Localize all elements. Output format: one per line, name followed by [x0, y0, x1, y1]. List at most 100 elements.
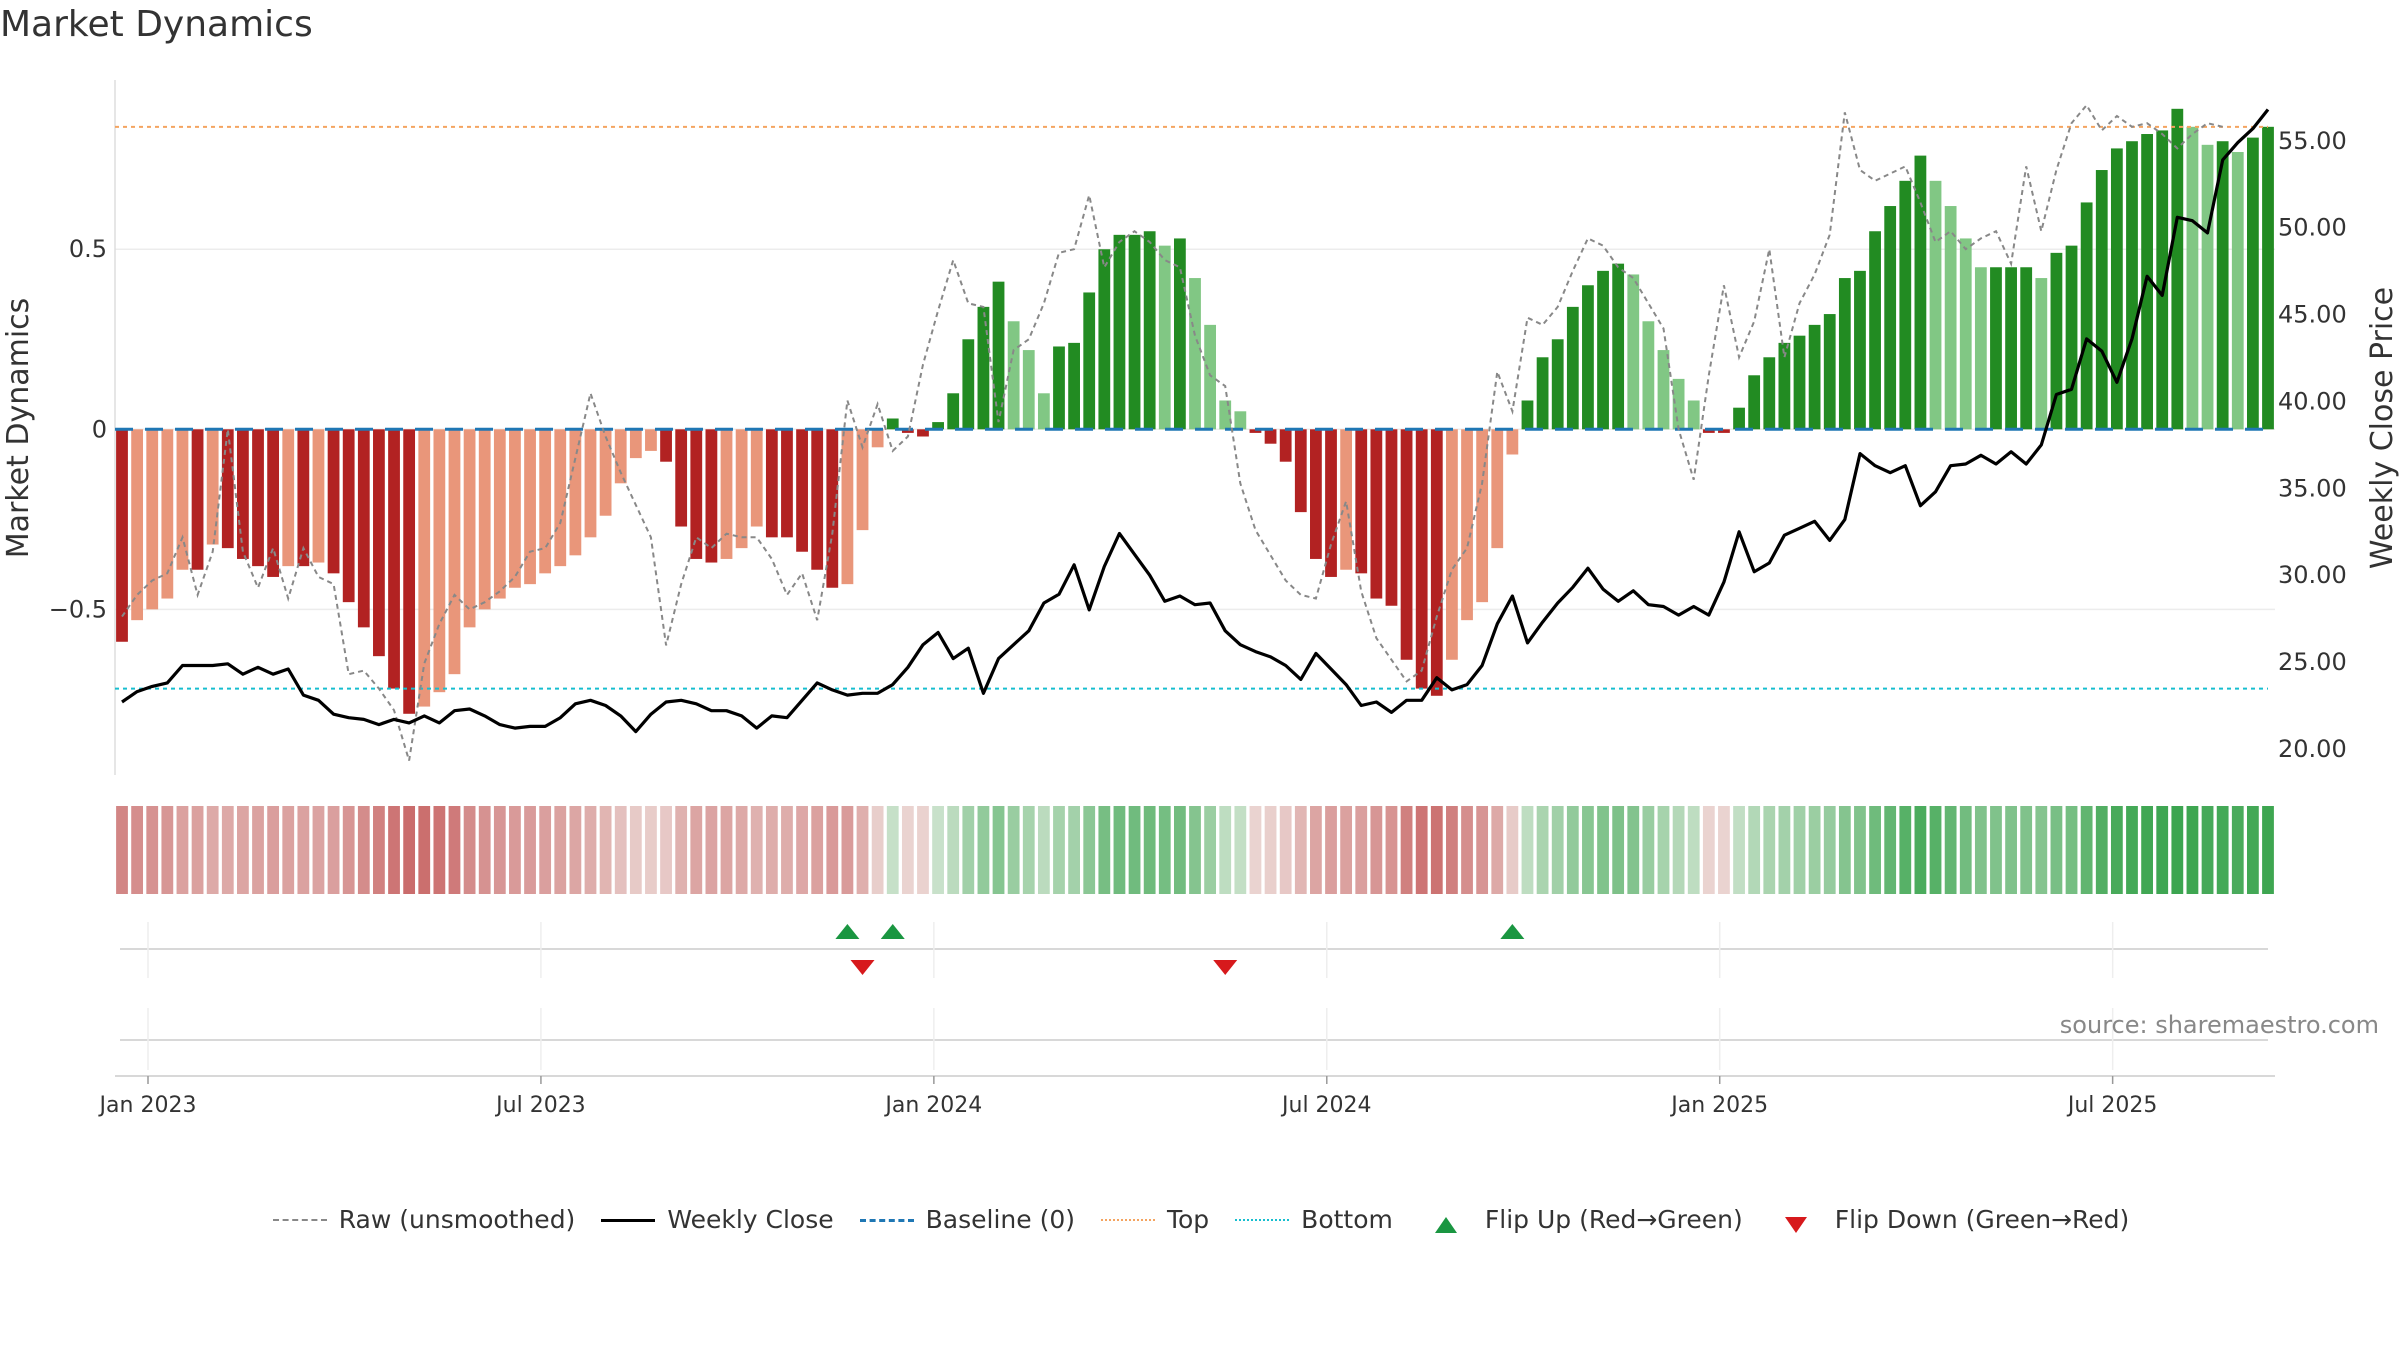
regime-cell	[1642, 806, 1655, 894]
regime-cell	[2035, 806, 2048, 894]
md-bar	[614, 429, 627, 484]
lines-layer	[115, 103, 2270, 761]
regime-cell	[2246, 806, 2259, 894]
regime-cell	[856, 806, 869, 894]
md-bar	[1173, 238, 1186, 430]
md-bar	[1793, 335, 1806, 430]
md-bar	[765, 429, 778, 538]
md-bar	[720, 429, 733, 559]
regime-cell	[947, 806, 960, 894]
regime-cell	[1446, 806, 1458, 894]
regime-cell	[1884, 806, 1897, 894]
md-bar	[478, 429, 491, 610]
regime-cell	[1068, 806, 1080, 894]
regime-strip	[116, 806, 2274, 894]
date-tick-label: Jan 2024	[883, 1093, 982, 1118]
legend-item-close: Weekly Close	[599, 1205, 834, 1234]
md-bar	[932, 422, 944, 430]
regime-cell	[1959, 806, 1972, 894]
md-bar	[1929, 180, 1942, 430]
right-tick-label: 50.00	[2278, 214, 2347, 242]
legend-swatch	[858, 1210, 916, 1230]
md-bar	[1899, 180, 1912, 430]
regime-cell	[1536, 806, 1549, 894]
md-bar	[660, 429, 672, 462]
legend-item-raw: Raw (unsmoothed)	[271, 1205, 575, 1234]
regime-cell	[1823, 806, 1836, 894]
md-bar	[2050, 252, 2063, 430]
regime-cell	[1128, 806, 1141, 894]
regime-cell	[841, 806, 854, 894]
md-bar	[2095, 170, 2108, 430]
regime-cell	[2080, 806, 2093, 894]
regime-cell	[1053, 806, 1065, 894]
md-bar	[841, 429, 854, 585]
regime-cell	[433, 806, 446, 894]
regime-cell	[1718, 806, 1730, 894]
regime-cell	[131, 806, 144, 894]
regime-cell	[297, 806, 310, 894]
md-bar	[645, 429, 657, 451]
date-axis: Jan 2023 Jul 2023 Jan 2024 Jul 2024 Jan 2025…	[98, 922, 2275, 1118]
regime-cell	[161, 806, 174, 894]
chart-title: Market Dynamics	[0, 4, 313, 45]
md-bar	[1642, 321, 1655, 430]
md-bar	[388, 429, 400, 689]
md-bar	[1189, 278, 1201, 430]
md-bar	[2246, 137, 2259, 430]
md-bar	[1340, 429, 1353, 570]
md-bar	[357, 429, 370, 628]
md-bar	[1763, 357, 1776, 430]
md-bar	[191, 429, 204, 570]
regime-cell	[1838, 806, 1851, 894]
md-bar	[403, 429, 416, 714]
regime-cell	[645, 806, 657, 894]
md-bar	[1158, 245, 1171, 430]
legend-item-baseline: Baseline (0)	[858, 1205, 1075, 1234]
md-bar	[2020, 267, 2033, 430]
regime-cell	[2171, 806, 2184, 894]
md-bar	[1476, 429, 1489, 603]
regime-cell	[206, 806, 219, 894]
right-tick-label: 30.00	[2278, 561, 2347, 589]
regime-cell	[509, 806, 521, 894]
regime-cell	[2156, 806, 2169, 894]
regime-cell	[1113, 806, 1126, 894]
regime-cell	[1944, 806, 1957, 894]
legend-label: Baseline (0)	[925, 1205, 1075, 1234]
date-tick-label: Jul 2023	[494, 1093, 586, 1118]
regime-cell	[1083, 806, 1096, 894]
md-bar	[977, 306, 990, 430]
regime-cell	[977, 806, 990, 894]
regime-cell	[781, 806, 793, 894]
regime-cell	[1204, 806, 1217, 894]
md-bar	[267, 429, 280, 577]
md-bar	[1264, 429, 1277, 444]
regime-cell	[191, 806, 204, 894]
md-bar	[1521, 400, 1534, 430]
regime-cell	[1400, 806, 1413, 894]
md-bar	[2186, 126, 2199, 430]
md-bar	[1506, 429, 1519, 455]
regime-cell	[1506, 806, 1519, 894]
regime-cell	[1461, 806, 1473, 894]
md-bar	[2080, 202, 2093, 430]
md-bar	[2171, 108, 2184, 430]
regime-cell	[1310, 806, 1322, 894]
md-bar	[131, 429, 144, 621]
regime-cell	[1476, 806, 1489, 894]
regime-cell	[796, 806, 808, 894]
regime-cell	[1264, 806, 1277, 894]
regime-cell	[388, 806, 400, 894]
md-bar	[297, 429, 310, 567]
regime-cell	[1340, 806, 1353, 894]
md-bar	[282, 429, 295, 567]
md-bar	[1113, 234, 1126, 430]
regime-cell	[2065, 806, 2078, 894]
md-bar	[1007, 321, 1020, 430]
regime-cell	[629, 806, 642, 894]
md-bar	[418, 429, 431, 707]
md-bar	[1128, 234, 1141, 430]
regime-cell	[1007, 806, 1020, 894]
